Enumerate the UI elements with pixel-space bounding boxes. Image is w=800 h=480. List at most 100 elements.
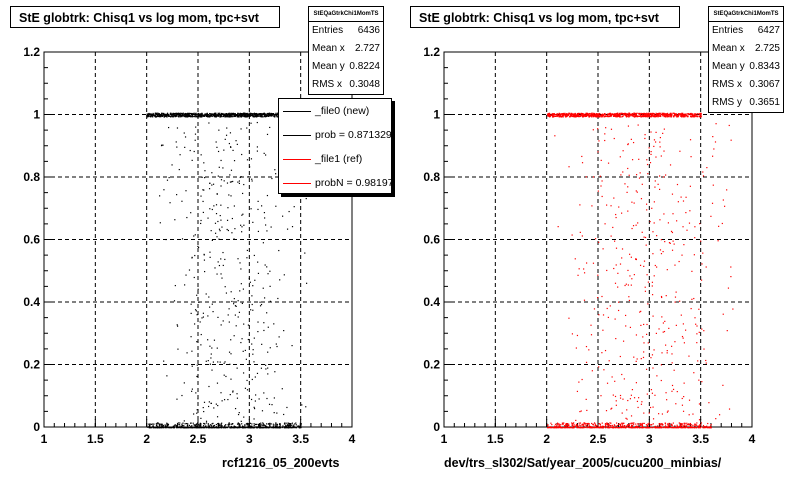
data-point [689,426,691,428]
data-point [622,340,625,342]
data-point [158,115,160,118]
data-point [172,426,175,429]
data-point [268,403,271,405]
data-point [235,114,237,116]
data-point [578,114,580,116]
data-point [233,298,235,300]
data-point [220,204,222,206]
data-point [243,115,246,118]
data-point [612,427,614,429]
data-point [633,202,635,204]
data-point [253,424,255,427]
data-point [675,427,677,429]
data-point [240,268,242,270]
data-point [578,381,580,383]
data-point [172,425,175,427]
x-tick-label: 1 [41,432,48,446]
data-point [583,113,585,115]
data-point [699,424,701,426]
data-point [181,116,183,118]
data-point [212,361,215,363]
data-point [158,427,160,429]
data-point [195,310,198,312]
data-point [240,128,242,130]
data-point [658,413,660,415]
legend-line [283,110,311,112]
data-point [625,283,627,285]
data-point [185,422,188,425]
data-point [598,140,600,142]
data-point [182,113,184,116]
data-point [585,176,587,178]
data-point [589,113,591,115]
data-point [549,114,552,116]
y-tick-label: 0.8 [23,170,40,184]
data-point [677,427,679,429]
legend-label: probN = 0.981970 [315,177,392,189]
data-point [680,196,682,198]
data-point [188,427,190,429]
data-point [710,427,712,429]
data-point [277,115,279,117]
data-point [698,308,700,310]
data-point [609,113,612,115]
data-point [250,208,252,210]
data-point [219,115,221,117]
data-point [660,239,662,241]
data-point [630,284,632,286]
data-point [553,426,555,428]
data-point [675,113,677,115]
data-point [656,113,658,115]
data-point [200,116,202,118]
data-point [158,423,161,426]
data-point [601,113,603,115]
data-point [255,114,258,116]
data-point [578,268,580,270]
data-point [239,423,241,425]
data-point [258,113,260,116]
data-point [681,404,684,406]
data-point [596,116,598,118]
data-point [676,114,678,116]
data-point [210,357,212,359]
data-point [568,113,571,115]
data-point [257,114,259,116]
data-point [608,360,610,362]
data-point [224,258,226,261]
data-point [674,296,677,298]
data-point [671,362,673,364]
data-point [155,424,158,427]
data-point [598,115,600,117]
data-point [561,115,563,117]
data-point [200,113,202,115]
data-point [165,115,167,117]
data-point [227,424,229,426]
data-point [680,314,682,316]
data-point [635,425,637,428]
data-point [277,113,279,115]
data-point [225,375,227,378]
data-point [229,181,232,183]
data-point [631,278,633,280]
data-point [212,114,214,116]
data-point [191,425,193,427]
data-point [629,114,631,116]
data-point [195,112,197,114]
data-point [225,292,228,294]
data-point [233,425,235,427]
data-point [694,317,696,319]
data-point [565,425,567,427]
data-point [265,113,267,115]
data-point [148,427,150,429]
data-point [631,159,634,161]
data-point [262,423,265,425]
data-point [164,426,166,428]
data-point [610,424,612,427]
data-point [267,114,269,117]
data-point [162,426,164,428]
data-point [191,115,193,118]
data-point [675,113,677,116]
data-point [651,207,653,209]
data-point [568,424,570,427]
data-point [272,114,275,116]
